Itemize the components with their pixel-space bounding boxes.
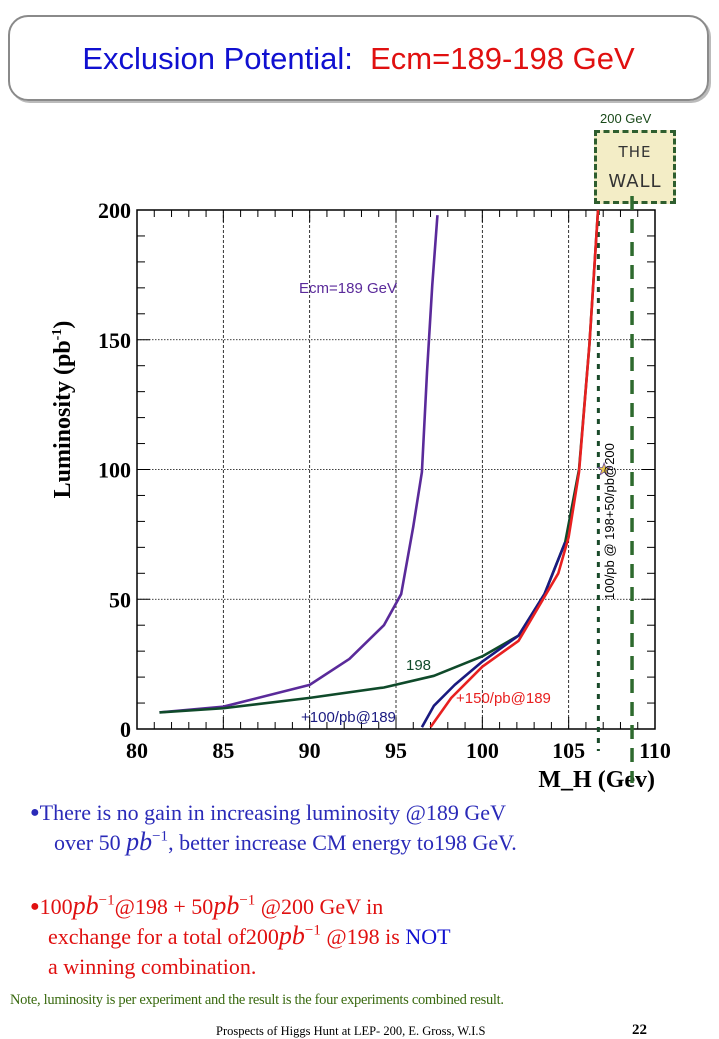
footer: Prospects of Higgs Hunt at LEP- 200, E. … xyxy=(216,1024,486,1038)
bullet-icon: ● xyxy=(30,804,40,821)
star-marker xyxy=(596,461,612,476)
bullet-1: ●There is no gain in increasing luminosi… xyxy=(30,800,517,856)
x-tick-label: 85 xyxy=(212,738,234,763)
y-tick-label: 100 xyxy=(98,458,131,483)
title-part-2: Ecm=189-198 GeV xyxy=(370,41,635,76)
series-line-2 xyxy=(420,541,567,728)
y-tick-label: 0 xyxy=(120,717,131,742)
wall-text-line-1: THE xyxy=(618,143,652,161)
bullet-icon: ● xyxy=(30,898,40,915)
x-tick-label: 100 xyxy=(466,738,499,763)
wall-text-line-2: WALL xyxy=(608,171,662,192)
label-198: 198 xyxy=(406,657,431,674)
plot-frame xyxy=(136,209,656,730)
y-tick-label: 200 xyxy=(98,198,131,223)
x-axis-title: M_H (Gev) xyxy=(538,767,655,793)
label-vertical: 100/pb @ 198+50/pb@200 xyxy=(602,443,617,600)
x-tick-label: 95 xyxy=(385,738,407,763)
wall-energy-label: 200 GeV xyxy=(600,111,652,126)
the-wall-image: THE WALL xyxy=(594,130,676,204)
slide-title: Exclusion Potential: Ecm=189-198 GeV xyxy=(10,41,707,77)
not-emphasis: NOT xyxy=(405,924,451,949)
x-tick-label: 80 xyxy=(126,738,148,763)
x-tick-label: 90 xyxy=(299,738,321,763)
y-tick-label: 150 xyxy=(98,328,131,353)
x-tick-label: 110 xyxy=(639,738,671,763)
title-box: Exclusion Potential: Ecm=189-198 GeV xyxy=(8,15,709,101)
bullet-2: ●100pb−1@198 + 50pb−1 @200 GeV in exchan… xyxy=(30,891,451,980)
note: Note, luminosity is per experiment and t… xyxy=(10,992,504,1008)
y-axis-title: Luminosity (pb-1) xyxy=(50,321,76,499)
page-number: 22 xyxy=(632,1022,647,1038)
label-ecm189: Ecm=189 GeV xyxy=(299,280,397,297)
title-part-1: Exclusion Potential: xyxy=(82,41,353,76)
x-tick-label: 105 xyxy=(552,738,585,763)
luminosity-chart: 80 85 90 95 100 105 110 0 50 100 150 200 M_H (Gev) Lu… xyxy=(50,196,671,793)
bullet-list: ●There is no gain in increasing luminosi… xyxy=(30,798,517,982)
series-line-3 xyxy=(429,209,600,728)
label-plus150: +150/pb@189 xyxy=(456,690,551,707)
series-line-0 xyxy=(159,215,439,714)
y-tick-label: 50 xyxy=(109,587,131,612)
label-plus100: +100/pb@189 xyxy=(301,709,396,726)
